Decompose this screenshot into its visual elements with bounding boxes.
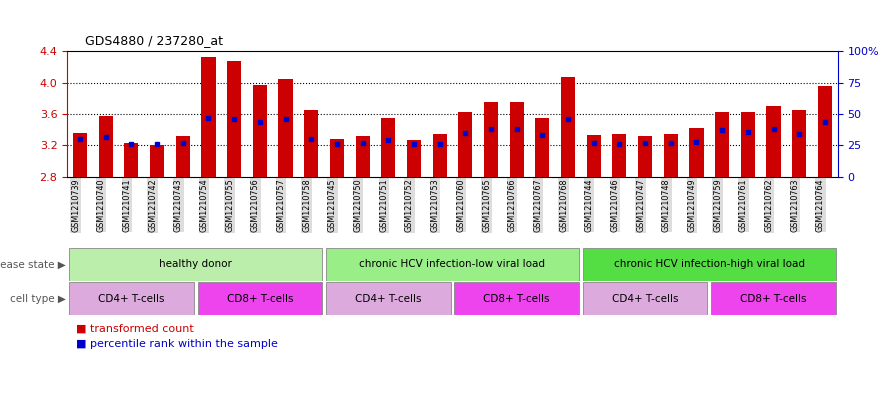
Bar [587,135,601,177]
Bar [433,134,447,177]
Bar [330,139,344,177]
Bar [227,61,241,177]
Bar [638,136,652,177]
Text: disease state ▶: disease state ▶ [0,259,65,269]
Bar [356,136,370,177]
Bar [458,112,472,177]
Bar [454,282,579,315]
Text: CD8+ T-cells: CD8+ T-cells [740,294,806,304]
Bar [535,118,549,177]
Bar [484,102,498,177]
Bar [150,145,164,177]
Text: CD8+ T-cells: CD8+ T-cells [227,294,293,304]
Bar [202,57,216,177]
Bar [711,282,836,315]
Bar [69,248,323,281]
Text: ■ transformed count: ■ transformed count [76,324,194,334]
Text: chronic HCV infection-low viral load: chronic HCV infection-low viral load [359,259,546,269]
Bar [69,282,194,315]
Text: CD4+ T-cells: CD4+ T-cells [355,294,421,304]
Bar [510,102,524,177]
Bar [582,248,836,281]
Text: cell type ▶: cell type ▶ [10,294,65,304]
Bar [766,106,780,177]
Bar [125,143,139,177]
Text: chronic HCV infection-high viral load: chronic HCV infection-high viral load [614,259,805,269]
Bar [561,77,575,177]
Bar [664,134,678,177]
Bar [326,282,451,315]
Bar [612,134,626,177]
Bar [304,110,318,177]
Bar [197,282,323,315]
Text: GDS4880 / 237280_at: GDS4880 / 237280_at [85,34,223,47]
Bar [715,112,729,177]
Bar [381,118,395,177]
Bar [792,110,806,177]
Bar [176,136,190,177]
Bar [689,128,703,177]
Bar [99,116,113,177]
Bar [582,282,708,315]
Text: CD4+ T-cells: CD4+ T-cells [99,294,165,304]
Bar [326,248,579,281]
Text: CD8+ T-cells: CD8+ T-cells [484,294,550,304]
Bar [818,86,832,177]
Bar [741,112,755,177]
Text: ■ percentile rank within the sample: ■ percentile rank within the sample [76,339,278,349]
Bar [73,133,87,177]
Text: healthy donor: healthy donor [159,259,232,269]
Bar [253,85,267,177]
Bar [407,140,421,177]
Text: CD4+ T-cells: CD4+ T-cells [612,294,678,304]
Bar [279,79,293,177]
